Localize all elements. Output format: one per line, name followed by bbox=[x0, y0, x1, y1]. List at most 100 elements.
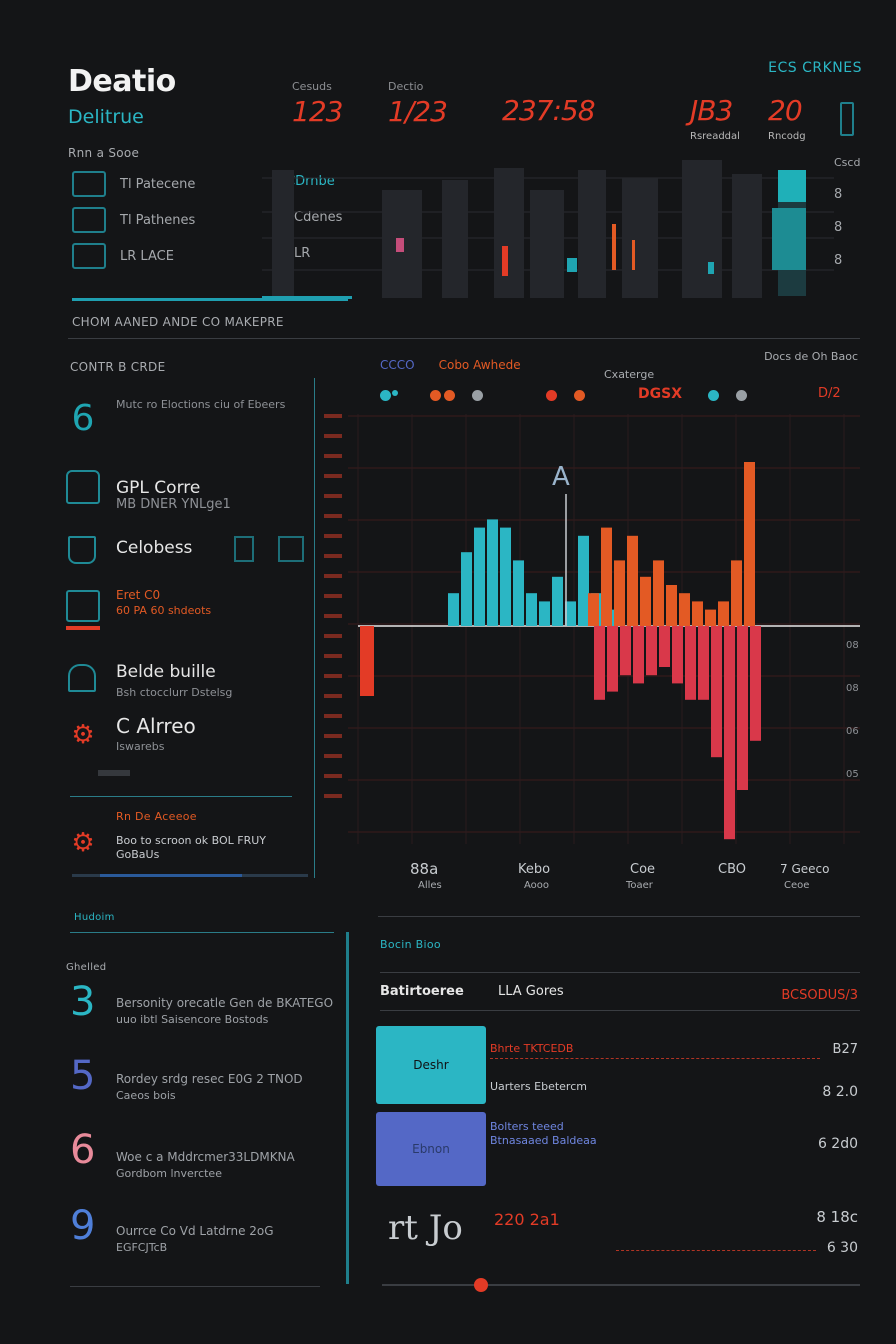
bottom-word: rt Jo bbox=[388, 1208, 463, 1248]
scroll-handle-icon[interactable] bbox=[840, 102, 854, 136]
axis-label: 8 bbox=[834, 253, 843, 268]
legend-dot[interactable] bbox=[736, 390, 747, 401]
stat-label: Cesuds bbox=[292, 80, 332, 93]
list-item[interactable]: 3 Bersonity orecatle Gen de BKATEGO uuo … bbox=[70, 980, 340, 1036]
detail-line[interactable]: Bolters teeed Btnasaaed Baldeaa 6 2d0 bbox=[490, 1120, 860, 1170]
bar bbox=[633, 626, 644, 684]
list-item[interactable]: 6 Woe c a Mddrcmer33LDMKNA Gordbom lnver… bbox=[70, 1128, 340, 1184]
box-icon bbox=[66, 590, 100, 622]
detail-right: 6 2d0 bbox=[817, 1136, 858, 1152]
top-mini-chart bbox=[262, 160, 834, 299]
mini-bar bbox=[98, 770, 130, 776]
legend-right-value: DGSX bbox=[638, 386, 682, 402]
legend-dot[interactable] bbox=[574, 390, 585, 401]
axis-tick bbox=[324, 454, 342, 458]
detail-line[interactable]: Uarters Ebetercm 8 2.0 bbox=[490, 1080, 860, 1110]
row-value: Cdenes bbox=[294, 210, 343, 225]
row-label: Tl Pathenes bbox=[120, 212, 196, 228]
legend-dot[interactable] bbox=[546, 390, 557, 401]
sidebar-item-sub: Iswarebs bbox=[116, 740, 165, 753]
bar bbox=[679, 593, 690, 626]
sidebar-item-title: Celobess bbox=[116, 538, 193, 558]
legend-dot[interactable] bbox=[392, 390, 398, 396]
timeline-handle[interactable] bbox=[474, 1278, 488, 1292]
timeline-track[interactable] bbox=[382, 1284, 860, 1286]
detail-right: 8 2.0 bbox=[822, 1084, 858, 1100]
bar bbox=[653, 560, 664, 626]
bar bbox=[565, 601, 576, 626]
envelope-icon bbox=[72, 207, 106, 233]
bar bbox=[750, 626, 761, 741]
list-number: 5 bbox=[70, 1053, 96, 1099]
scroll-track[interactable] bbox=[72, 874, 308, 877]
bar bbox=[685, 626, 696, 700]
gear-icon: ⚙ bbox=[71, 720, 95, 750]
x-tick-label: 88a bbox=[410, 860, 439, 878]
sidebar-item[interactable]: GPL Corre MB DNER YNLge1 bbox=[66, 466, 306, 514]
x-tick-sub: Ceoe bbox=[784, 880, 810, 891]
bar bbox=[731, 560, 742, 626]
legend-dot[interactable] bbox=[708, 390, 719, 401]
primary-button[interactable]: Deshr bbox=[376, 1026, 486, 1104]
axis-label: 8 bbox=[834, 220, 843, 235]
list-sub: EGFCJTcB bbox=[116, 1241, 168, 1254]
sidebar-caption: CONTR B CRDE bbox=[70, 360, 166, 374]
legend-item[interactable]: CCCO bbox=[380, 358, 415, 372]
detail-line[interactable]: Bhrte TKTCEDB B27 bbox=[490, 1042, 860, 1072]
status-bar bbox=[66, 626, 100, 630]
bar bbox=[360, 626, 374, 696]
axis-tick bbox=[324, 634, 342, 638]
list-item[interactable]: 5 Rordey srdg resec E0G 2 TNOD Caeos boi… bbox=[70, 1054, 340, 1110]
detail-right-2: 6 30 bbox=[826, 1240, 858, 1256]
row-value: LR bbox=[294, 246, 311, 261]
detail-left: 220 2a1 bbox=[494, 1210, 560, 1229]
row-item[interactable]: Tl Pathenes bbox=[72, 204, 272, 236]
top-right-label[interactable]: ECS CRKNES bbox=[768, 60, 862, 76]
axis-tick bbox=[324, 754, 342, 758]
detail-caption: Rn De Aceeoe bbox=[116, 810, 197, 823]
bar bbox=[640, 576, 651, 626]
legend-item[interactable]: Cxaterge bbox=[604, 368, 655, 381]
axis-tick bbox=[324, 534, 342, 538]
legend-dot[interactable] bbox=[444, 390, 455, 401]
row-label: LR LACE bbox=[120, 248, 174, 264]
bucket-icon bbox=[68, 536, 96, 564]
list-text: Bersonity orecatle Gen de BKATEGO bbox=[116, 996, 334, 1010]
sidebar-item[interactable]: Eret C0 60 PA 60 shdeots bbox=[66, 588, 306, 640]
legend-dots: DGSX D/2 bbox=[380, 386, 850, 404]
x-tick-label: 7 Geeco bbox=[780, 862, 830, 876]
sidebar-item[interactable]: ⚙ Boo to scroon ok BOL FRUY GoBaUs bbox=[66, 826, 306, 866]
stat-value: 20 bbox=[768, 94, 803, 127]
divider bbox=[380, 1010, 860, 1011]
tab-b[interactable]: LLA Gores bbox=[498, 984, 564, 999]
bar bbox=[578, 535, 589, 626]
row-item[interactable]: LR LACE bbox=[72, 240, 272, 272]
tab-a[interactable]: Batirtoeree bbox=[380, 984, 464, 999]
sidebar-item[interactable]: 6 Mutc ro Eloctions ciu of Ebeers bbox=[66, 396, 306, 444]
axis-tick bbox=[324, 474, 342, 478]
bottom-left-caption: Hudoim bbox=[74, 912, 115, 923]
scroll-thumb[interactable] bbox=[100, 874, 242, 877]
sidebar-item[interactable]: Celobess bbox=[66, 530, 306, 570]
legend-item[interactable]: Cobo Awhede bbox=[438, 358, 521, 372]
detail-line[interactable]: 220 2a1 8 18c 6 30 bbox=[494, 1206, 860, 1262]
x-axis: 88a Alles Kebo Aooo Coe Toaer CBO 7 Geec… bbox=[400, 860, 860, 900]
axis-tick bbox=[324, 614, 342, 618]
bar bbox=[698, 626, 709, 700]
bar bbox=[552, 576, 563, 626]
sidebar-item[interactable]: ⚙ C Alrreo Iswarebs bbox=[66, 712, 306, 753]
scroll-track[interactable] bbox=[346, 932, 349, 1284]
sidebar-item[interactable]: Belde buille Bsh ctocclurr Dstelsg bbox=[66, 656, 306, 700]
legend-dot[interactable] bbox=[472, 390, 483, 401]
list-number: 3 bbox=[70, 979, 96, 1025]
list-item[interactable]: 9 Ourrce Co Vd Latdrne 2oG EGFCJTcB bbox=[70, 1204, 340, 1260]
row-item[interactable]: Tl Patecene bbox=[72, 168, 272, 200]
axis-tick bbox=[324, 774, 342, 778]
legend-dot[interactable] bbox=[430, 390, 441, 401]
secondary-button[interactable]: Ebnon bbox=[376, 1112, 486, 1186]
legend-dot[interactable] bbox=[380, 390, 391, 401]
bar bbox=[711, 626, 722, 758]
bar bbox=[737, 626, 748, 790]
chart-top-right-value: D/2 bbox=[818, 386, 841, 401]
bar bbox=[692, 601, 703, 626]
